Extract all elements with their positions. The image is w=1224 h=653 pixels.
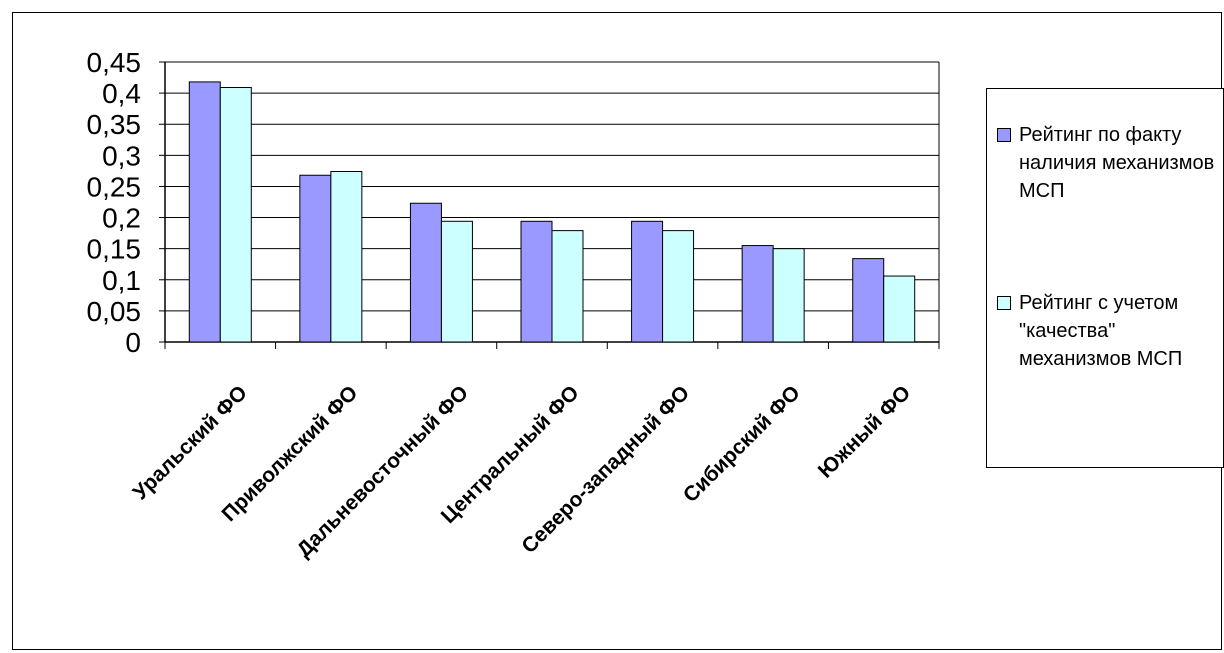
legend-swatch-series-1: [997, 128, 1011, 142]
bar-series-1: [852, 258, 885, 343]
legend: Рейтинг по факту наличия механизмов МСП …: [986, 88, 1224, 468]
legend-item-series-1: Рейтинг по факту наличия механизмов МСП: [997, 121, 1223, 205]
bar-series-1: [631, 220, 664, 343]
bar-series-1: [520, 220, 553, 343]
legend-label-series-2: Рейтинг с учетом "качества" механизмов М…: [1019, 292, 1183, 370]
bar-series-2: [219, 87, 252, 343]
bar-series-2: [772, 248, 805, 343]
x-category-label: Уральский ФО: [129, 381, 252, 504]
y-tick-label: 0,45: [87, 47, 142, 78]
bar-series-1: [188, 81, 221, 343]
bar-series-1: [741, 245, 774, 343]
x-category-label: Южный ФО: [814, 381, 915, 482]
y-tick-label: 0: [125, 327, 141, 358]
bar-series-2: [440, 220, 473, 343]
bar-series-1: [409, 202, 442, 343]
legend-label-series-1: Рейтинг по факту наличия механизмов МСП: [1019, 124, 1215, 202]
bar-series-2: [551, 230, 584, 343]
bar-series-2: [662, 230, 695, 343]
x-category-label: Сибирский ФО: [679, 381, 805, 507]
legend-item-series-2: Рейтинг с учетом "качества" механизмов М…: [997, 289, 1223, 373]
y-tick-label: 0,4: [102, 78, 141, 109]
bar-series-2: [883, 275, 916, 343]
y-tick-label: 0,3: [102, 140, 141, 171]
legend-swatch-series-2: [997, 296, 1011, 310]
y-tick-label: 0,2: [102, 203, 141, 234]
bar-series-2: [330, 171, 363, 343]
y-tick-label: 0,25: [87, 171, 142, 202]
y-tick-label: 0,1: [102, 265, 141, 296]
y-tick-label: 0,05: [87, 296, 142, 327]
y-tick-label: 0,15: [87, 234, 142, 265]
y-tick-label: 0,35: [87, 109, 142, 140]
bar-series-1: [299, 174, 332, 343]
